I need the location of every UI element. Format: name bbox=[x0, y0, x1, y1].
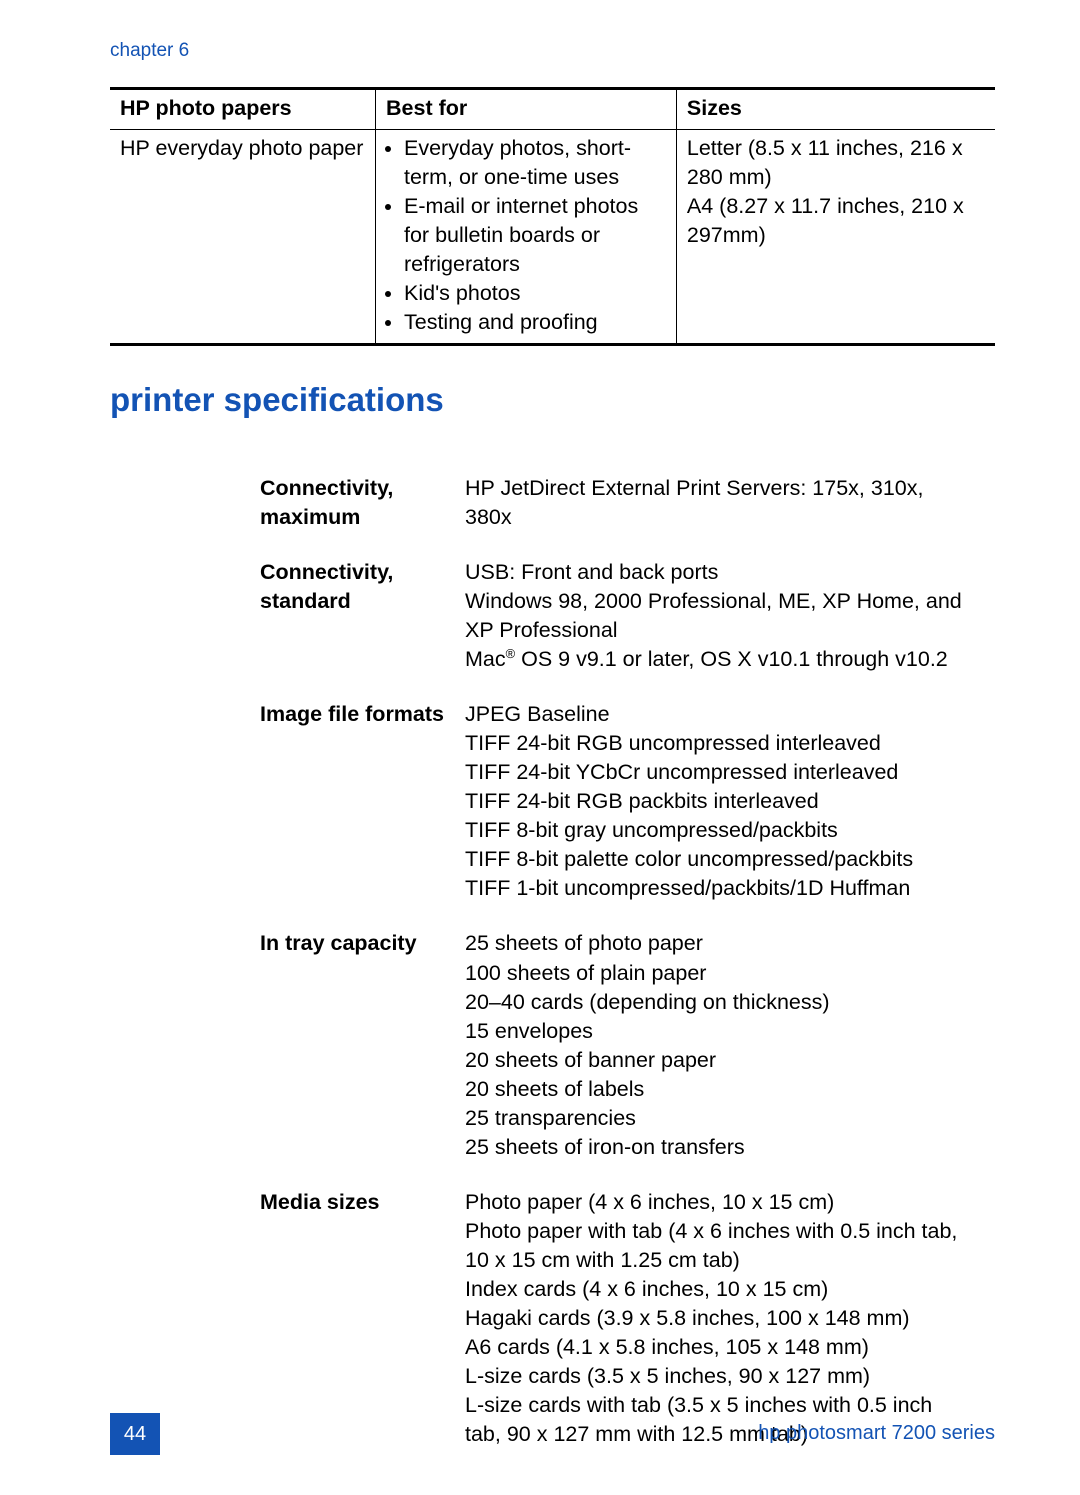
list-item: Everyday photos, short-term, or one-time… bbox=[404, 134, 666, 192]
best-for-list: Everyday photos, short-term, or one-time… bbox=[386, 134, 666, 337]
spec-value: USB: Front and back portsWindows 98, 200… bbox=[465, 558, 970, 674]
spec-row: Image file formats JPEG Baseline TIFF 24… bbox=[260, 700, 970, 903]
page: chapter 6 HP photo papers Best for Sizes… bbox=[0, 0, 1080, 1495]
cell-paper-name: HP everyday photo paper bbox=[110, 130, 376, 345]
footer-series: hp photosmart 7200 series bbox=[758, 1422, 995, 1445]
list-item: Kid's photos bbox=[404, 279, 666, 308]
list-item: E-mail or internet photos for bulletin b… bbox=[404, 192, 666, 279]
col-header-bestfor: Best for bbox=[376, 89, 677, 130]
spec-label: In tray capacity bbox=[260, 929, 465, 1161]
table-row: HP everyday photo paper Everyday photos,… bbox=[110, 130, 995, 345]
spec-row: Connectivity, standard USB: Front and ba… bbox=[260, 558, 970, 674]
spec-label: Connectivity, standard bbox=[260, 558, 465, 674]
cell-best-for: Everyday photos, short-term, or one-time… bbox=[376, 130, 677, 345]
spec-value: JPEG Baseline TIFF 24-bit RGB uncompress… bbox=[465, 700, 970, 903]
chapter-link[interactable]: chapter 6 bbox=[110, 40, 995, 62]
spec-value: 25 sheets of photo paper 100 sheets of p… bbox=[465, 929, 970, 1161]
spec-label: Image file formats bbox=[260, 700, 465, 903]
spec-row: Media sizes Photo paper (4 x 6 inches, 1… bbox=[260, 1188, 970, 1449]
list-item: Testing and proofing bbox=[404, 308, 666, 337]
spec-value: HP JetDirect External Print Servers: 175… bbox=[465, 474, 970, 532]
col-header-sizes: Sizes bbox=[676, 89, 995, 130]
paper-table: HP photo papers Best for Sizes HP everyd… bbox=[110, 87, 995, 346]
cell-sizes: Letter (8.5 x 11 inches, 216 x 280 mm) A… bbox=[676, 130, 995, 345]
spec-label: Connectivity, maximum bbox=[260, 474, 465, 532]
table-header-row: HP photo papers Best for Sizes bbox=[110, 89, 995, 130]
col-header-papers: HP photo papers bbox=[110, 89, 376, 130]
spec-row: In tray capacity 25 sheets of photo pape… bbox=[260, 929, 970, 1161]
section-title: printer specifications bbox=[110, 381, 995, 419]
page-number-badge: 44 bbox=[110, 1413, 160, 1455]
spec-value: Photo paper (4 x 6 inches, 10 x 15 cm) P… bbox=[465, 1188, 970, 1449]
spec-row: Connectivity, maximum HP JetDirect Exter… bbox=[260, 474, 970, 532]
spec-block: Connectivity, maximum HP JetDirect Exter… bbox=[260, 474, 970, 1449]
spec-label: Media sizes bbox=[260, 1188, 465, 1449]
